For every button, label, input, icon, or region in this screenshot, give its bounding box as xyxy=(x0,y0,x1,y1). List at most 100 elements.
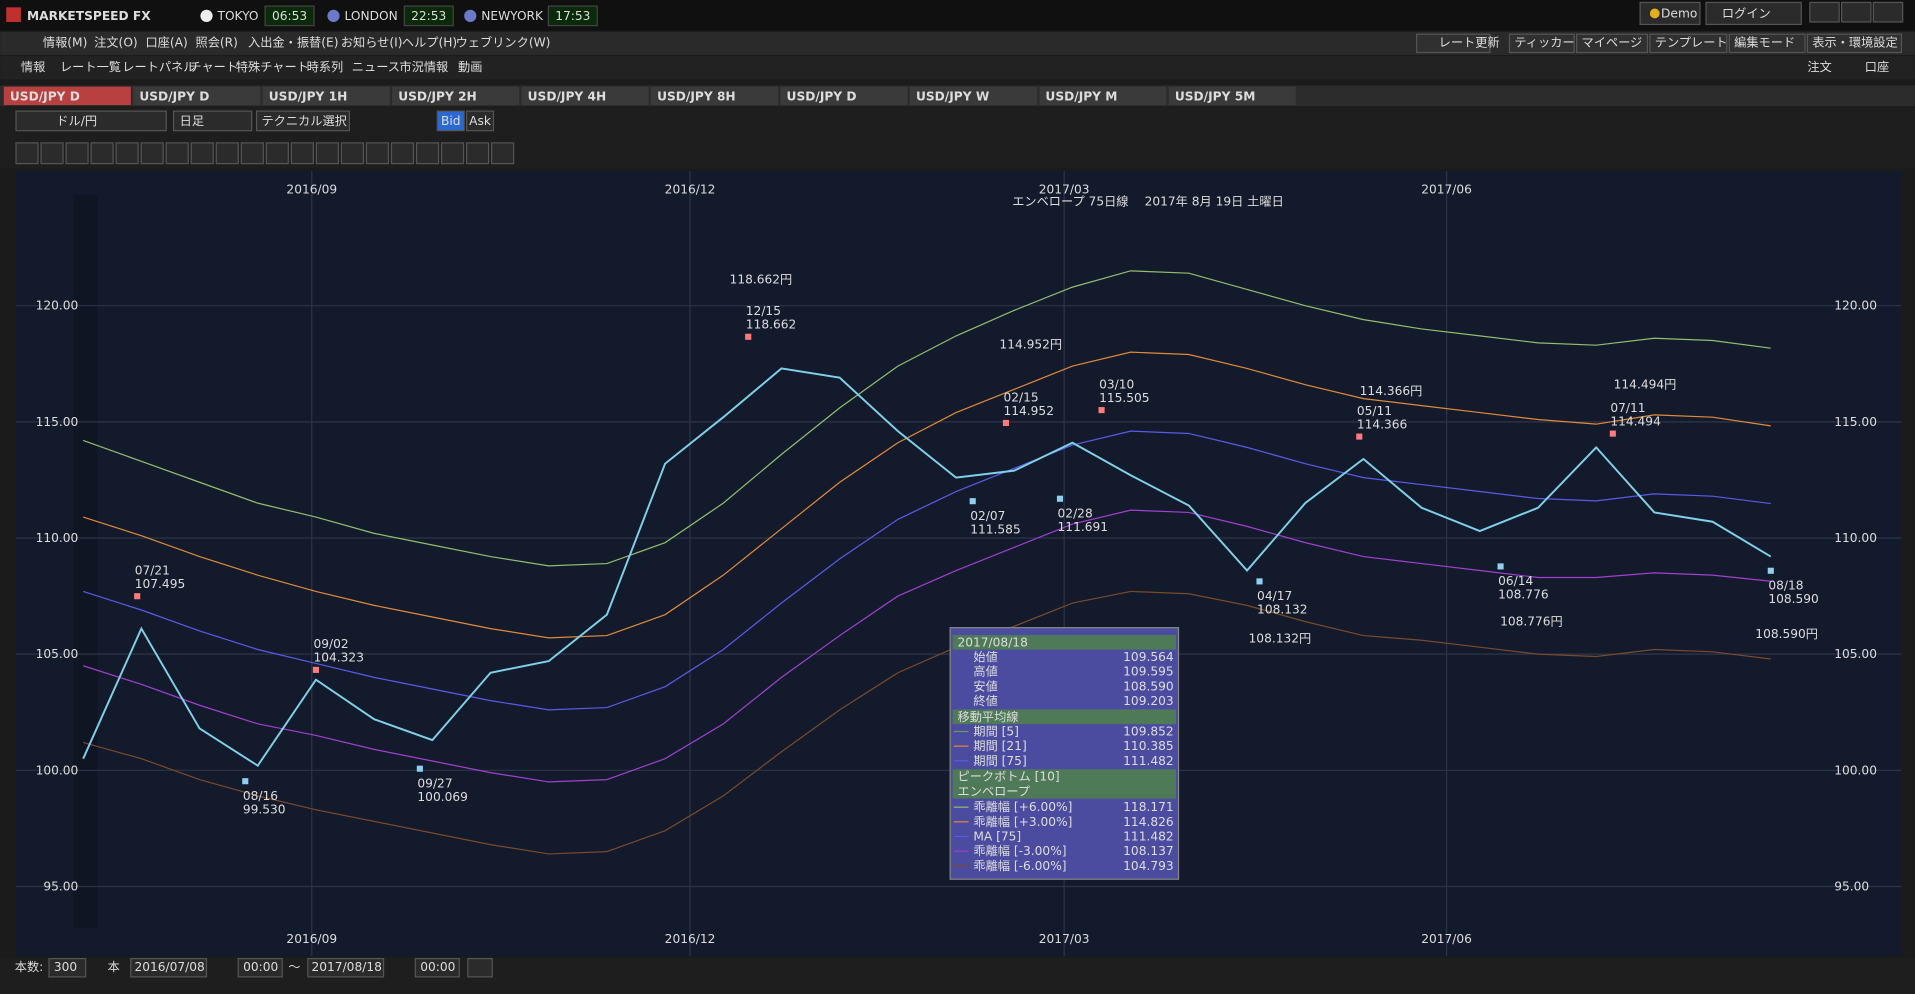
tab[interactable] xyxy=(3,86,131,106)
button[interactable] xyxy=(1576,33,1649,54)
menu-item[interactable]: ウェブリンク(W) xyxy=(456,35,551,50)
button[interactable] xyxy=(130,957,208,978)
menu-item[interactable]: 口座(A) xyxy=(145,35,187,50)
button[interactable] xyxy=(215,142,239,165)
tab-label[interactable]: USD/JPY 8H xyxy=(657,89,736,103)
button[interactable] xyxy=(1872,1,1904,23)
toolbar-item[interactable]: レートパネル xyxy=(122,60,195,74)
menu-right-item[interactable]: マイページ xyxy=(1581,36,1642,50)
button[interactable] xyxy=(1508,33,1575,54)
button[interactable] xyxy=(340,142,365,165)
tab[interactable] xyxy=(133,86,261,106)
bid-button[interactable]: Bid xyxy=(441,114,461,128)
technical-select[interactable]: テクニカル選択 xyxy=(261,114,346,128)
footer-to[interactable]: 2017/08/18 xyxy=(312,960,382,974)
account[interactable]: Demo xyxy=(1661,6,1697,20)
button[interactable] xyxy=(414,957,460,978)
button[interactable] xyxy=(15,110,167,132)
button[interactable] xyxy=(48,957,87,978)
toolbar-item[interactable]: 時系列 xyxy=(307,60,344,74)
menu-item[interactable]: お知らせ(I) xyxy=(341,36,403,50)
menu-item[interactable]: 照会(R) xyxy=(196,36,238,50)
tab[interactable] xyxy=(262,86,390,106)
tab-label[interactable]: USD/JPY W xyxy=(916,89,990,103)
toolbar-item[interactable]: 情報 xyxy=(21,60,45,74)
toolbar-right-item[interactable]: 注文 xyxy=(1807,59,1831,74)
menu-right-item[interactable]: テンプレート xyxy=(1655,36,1728,50)
button[interactable] xyxy=(1728,33,1806,54)
button[interactable] xyxy=(255,110,350,132)
menu-right-item[interactable]: 編集モード xyxy=(1734,35,1795,50)
tab-label[interactable]: USD/JPY D xyxy=(10,89,80,103)
button[interactable] xyxy=(140,142,164,165)
button[interactable] xyxy=(465,110,495,132)
period-select[interactable]: 日足 xyxy=(180,114,204,128)
button[interactable] xyxy=(390,142,415,165)
menu-right-item[interactable]: レート更新 xyxy=(1439,35,1500,50)
tab-label[interactable]: USD/JPY M xyxy=(1045,89,1117,103)
button[interactable] xyxy=(1806,33,1903,54)
button[interactable] xyxy=(40,142,64,165)
button[interactable] xyxy=(1840,1,1872,23)
tab[interactable] xyxy=(1039,86,1167,106)
tab-label[interactable]: USD/JPY 5M xyxy=(1175,89,1255,103)
tab[interactable] xyxy=(521,86,649,106)
button[interactable] xyxy=(265,142,289,165)
button[interactable] xyxy=(467,957,493,978)
button[interactable] xyxy=(315,142,339,165)
button[interactable] xyxy=(290,142,314,165)
toolbar-right-item[interactable]: 口座 xyxy=(1865,59,1889,74)
button[interactable] xyxy=(307,957,385,978)
pair-select[interactable]: ドル/円 xyxy=(56,114,97,128)
tab[interactable] xyxy=(1168,86,1296,106)
login[interactable]: ログイン xyxy=(1722,6,1771,20)
tab-label[interactable]: USD/JPY 1H xyxy=(269,89,348,103)
button[interactable] xyxy=(1809,1,1840,23)
button[interactable] xyxy=(1416,33,1491,54)
tab[interactable] xyxy=(650,86,778,106)
button[interactable] xyxy=(237,957,283,978)
toolbar-item[interactable]: チャート xyxy=(189,60,238,74)
tab[interactable] xyxy=(909,86,1037,106)
button[interactable] xyxy=(65,142,89,165)
button[interactable] xyxy=(15,142,39,165)
button[interactable] xyxy=(115,142,139,165)
toolbar-item[interactable]: ニュース xyxy=(352,60,400,74)
toolbar-item[interactable]: 動画 xyxy=(458,60,482,74)
button[interactable] xyxy=(165,142,189,165)
tab-label[interactable]: USD/JPY 2H xyxy=(398,89,477,103)
tab-label[interactable]: USD/JPY 4H xyxy=(528,89,607,103)
button[interactable] xyxy=(491,142,515,165)
button[interactable] xyxy=(1649,33,1728,54)
button[interactable] xyxy=(440,142,465,165)
menu-item[interactable]: ヘルプ(H) xyxy=(402,36,457,50)
menu-item[interactable]: 注文(O) xyxy=(94,35,138,50)
button[interactable] xyxy=(365,142,390,165)
footer-from[interactable]: 2016/07/08 xyxy=(134,960,204,974)
button[interactable] xyxy=(465,142,490,165)
tab[interactable] xyxy=(780,86,908,106)
tab-label[interactable]: USD/JPY D xyxy=(787,89,857,103)
toolbar-item[interactable]: 特殊チャート xyxy=(236,59,309,74)
button[interactable] xyxy=(1639,1,1701,26)
ask-button[interactable]: Ask xyxy=(469,114,492,128)
button[interactable] xyxy=(240,142,264,165)
toolbar-item[interactable]: 市況情報 xyxy=(399,59,448,74)
tab-label[interactable]: USD/JPY D xyxy=(139,89,209,103)
menu-right-item[interactable]: ティッカー xyxy=(1514,36,1574,50)
button[interactable] xyxy=(172,110,253,132)
footer-count[interactable]: 300 xyxy=(54,960,77,974)
button[interactable] xyxy=(436,110,465,132)
tab[interactable] xyxy=(392,86,520,106)
clock-time: 22:53 xyxy=(411,9,446,23)
menu-item[interactable]: 入出金・振替(E) xyxy=(248,35,338,50)
menu-item[interactable]: 情報(M) xyxy=(43,36,87,50)
button[interactable] xyxy=(1705,1,1802,26)
peak-marker xyxy=(1256,578,1263,585)
toolbar-item[interactable]: レート一覧 xyxy=(60,59,121,74)
button[interactable] xyxy=(415,142,440,165)
button[interactable] xyxy=(190,142,214,165)
menu-right-item[interactable]: 表示・環境設定 xyxy=(1812,35,1897,50)
button[interactable] xyxy=(90,142,114,165)
